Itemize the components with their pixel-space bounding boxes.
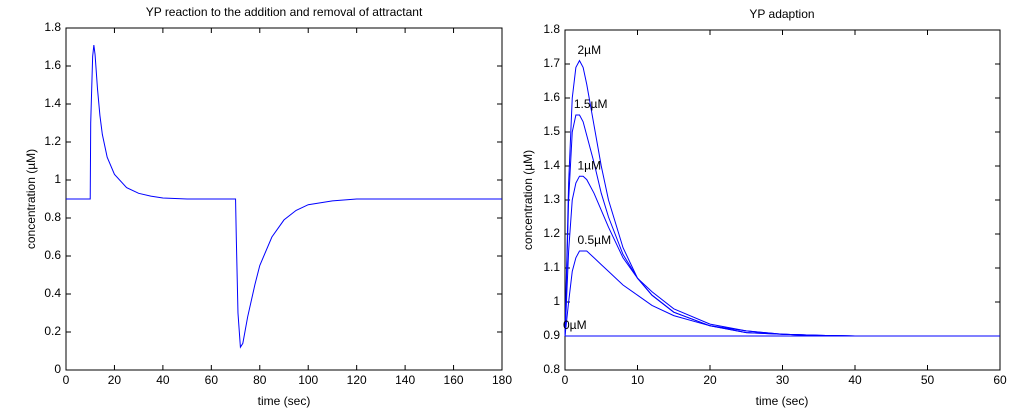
y-tick-label: 1.6	[543, 90, 560, 104]
line	[564, 114, 1000, 337]
x-tick-label: 10	[631, 373, 645, 387]
line	[564, 250, 1000, 337]
chart-title: YP adaption	[749, 7, 814, 21]
x-tick-label: 60	[993, 373, 1007, 387]
y-tick-label: 1	[553, 294, 560, 308]
y-tick-label: 0	[54, 362, 61, 376]
x-tick-label: 140	[395, 373, 415, 387]
x-tick-label: 50	[921, 373, 935, 387]
x-tick-label: 40	[848, 373, 862, 387]
line	[66, 45, 502, 349]
y-tick-label: 0.9	[543, 328, 560, 342]
x-tick-label: 120	[347, 373, 367, 387]
y-tick-label: 1.6	[44, 58, 61, 72]
y-tick-label: 0.8	[44, 210, 61, 224]
curve-label: 0.5µM	[578, 233, 612, 247]
y-tick-label: 0.4	[44, 286, 61, 300]
y-tick-label: 1.1	[543, 260, 560, 274]
y-tick-label: 1.2	[543, 226, 560, 240]
x-axis-label: time (sec)	[258, 394, 311, 408]
y-tick-label: 1.8	[44, 20, 61, 34]
y-tick-label: 0.8	[543, 362, 560, 376]
x-tick-label: 180	[492, 373, 512, 387]
x-tick-label: 20	[703, 373, 717, 387]
line	[564, 59, 1000, 337]
x-tick-label: 60	[205, 373, 219, 387]
y-tick-label: 1	[54, 172, 61, 186]
y-tick-label: 1.7	[543, 56, 560, 70]
curve-label: 1.5µM	[574, 97, 608, 111]
curve-label: 0µM	[563, 318, 587, 332]
y-tick-label: 1.2	[44, 134, 61, 148]
axes-box	[564, 29, 1001, 371]
x-tick-label: 80	[253, 373, 267, 387]
y-tick-label: 0.6	[44, 248, 61, 262]
x-tick-label: 0	[63, 373, 70, 387]
y-tick-label: 1.3	[543, 192, 560, 206]
curve-label: 2µM	[578, 43, 602, 57]
x-axis-label: time (sec)	[756, 394, 809, 408]
line	[564, 175, 1000, 337]
x-tick-label: 30	[776, 373, 790, 387]
x-tick-label: 20	[108, 373, 122, 387]
x-tick-label: 100	[298, 373, 318, 387]
y-tick-label: 1.4	[543, 158, 560, 172]
y-tick-label: 1.4	[44, 96, 61, 110]
x-tick-label: 40	[156, 373, 170, 387]
curve-label: 1µM	[578, 158, 602, 172]
chart-title: YP reaction to the addition and removal …	[146, 5, 423, 19]
y-tick-label: 1.5	[543, 124, 560, 138]
y-tick-label: 0.2	[44, 324, 61, 338]
y-axis-label: concentration (µM)	[521, 150, 535, 250]
x-tick-label: 160	[444, 373, 464, 387]
y-axis-label: concentration (µM)	[24, 149, 38, 249]
y-tick-label: 1.8	[543, 22, 560, 36]
x-tick-label: 0	[562, 373, 569, 387]
